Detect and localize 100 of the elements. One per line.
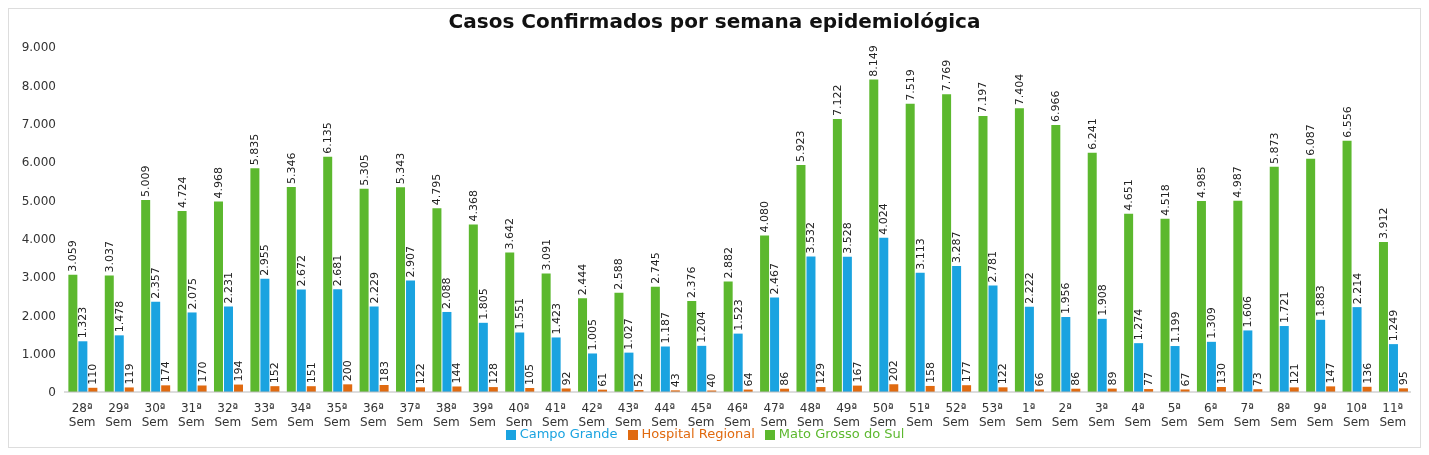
data-label: 40 bbox=[705, 373, 719, 388]
data-label: 1.199 bbox=[1168, 311, 1182, 344]
data-label: 4.024 bbox=[877, 203, 891, 235]
data-label: 6.966 bbox=[1049, 90, 1063, 122]
data-label: 7.404 bbox=[1012, 73, 1026, 106]
data-label: 2.955 bbox=[258, 244, 272, 276]
data-label: 183 bbox=[377, 360, 391, 382]
data-label: 2.357 bbox=[149, 267, 163, 299]
data-label: 4.985 bbox=[1194, 166, 1208, 198]
y-tick-label: 0 bbox=[48, 385, 56, 400]
x-tick-label: 51ª Sem bbox=[906, 401, 933, 429]
x-tick-label: 29ª Sem bbox=[105, 401, 132, 429]
data-label: 7.197 bbox=[976, 81, 990, 114]
data-label: 2.672 bbox=[294, 255, 308, 287]
data-label: 73 bbox=[1251, 372, 1265, 387]
x-tick-label: 44ª Sem bbox=[651, 401, 679, 429]
data-label: 8.149 bbox=[867, 45, 881, 77]
data-label: 5.009 bbox=[139, 165, 153, 197]
data-label: 5.343 bbox=[394, 152, 408, 185]
data-label: 2.681 bbox=[331, 254, 345, 287]
data-label: 1.309 bbox=[1204, 307, 1218, 339]
y-tick-label: 7.000 bbox=[21, 116, 56, 131]
data-label: 2.231 bbox=[221, 271, 235, 304]
legend-label: Mato Grosso do Sul bbox=[778, 426, 905, 441]
x-tick-label: 33ª Sem bbox=[250, 401, 278, 429]
data-label: 1.478 bbox=[112, 300, 126, 333]
y-tick-label: 4.000 bbox=[21, 231, 56, 246]
data-label: 89 bbox=[1105, 371, 1119, 386]
data-label: 61 bbox=[596, 372, 610, 387]
y-tick-label: 2.000 bbox=[21, 308, 56, 323]
data-label: 177 bbox=[960, 361, 974, 383]
data-label: 2.781 bbox=[986, 250, 1000, 283]
data-label: 1.523 bbox=[731, 299, 745, 331]
x-tick-label: 39ª Sem bbox=[469, 401, 497, 429]
data-label: 119 bbox=[122, 363, 136, 385]
x-tick-label: 36ª Sem bbox=[360, 401, 387, 429]
data-label: 3.532 bbox=[804, 222, 818, 254]
x-tick-label: 49ª Sem bbox=[833, 401, 861, 429]
x-tick-label: 46ª Sem bbox=[724, 401, 751, 429]
data-label: 122 bbox=[414, 363, 428, 385]
data-label: 2.376 bbox=[685, 266, 699, 298]
x-tick-label: 34ª Sem bbox=[287, 401, 314, 429]
data-label: 2.907 bbox=[404, 246, 418, 278]
y-tick-label: 1.000 bbox=[21, 346, 56, 361]
data-label: 4.724 bbox=[175, 176, 189, 208]
data-label: 1.005 bbox=[586, 318, 600, 351]
x-tick-label: 40ª Sem bbox=[505, 401, 533, 429]
x-tick-label: 38ª Sem bbox=[432, 401, 460, 429]
data-label: 2.745 bbox=[648, 252, 662, 284]
data-label: 122 bbox=[996, 363, 1010, 385]
data-label: 6.135 bbox=[321, 122, 335, 154]
x-tick-label: 3ª Sem bbox=[1088, 401, 1115, 429]
data-label: 136 bbox=[1360, 362, 1374, 384]
data-label: 3.528 bbox=[840, 222, 854, 254]
data-label: 130 bbox=[1214, 363, 1228, 385]
data-label: 95 bbox=[1396, 371, 1410, 386]
data-label: 3.912 bbox=[1376, 207, 1390, 240]
x-tick-label: 32ª Sem bbox=[214, 401, 242, 429]
data-label: 1.883 bbox=[1314, 285, 1328, 317]
data-label: 4.987 bbox=[1231, 166, 1245, 198]
data-label: 158 bbox=[923, 361, 937, 383]
legend-label: Hospital Regional bbox=[641, 426, 755, 441]
data-label: 4.795 bbox=[430, 173, 444, 206]
x-tick-label: 45ª Sem bbox=[687, 401, 715, 429]
data-label: 167 bbox=[850, 361, 864, 383]
data-label: 6.556 bbox=[1340, 106, 1354, 138]
x-tick-label: 48ª Sem bbox=[796, 401, 824, 429]
y-tick-label: 6.000 bbox=[21, 155, 56, 170]
x-tick-label: 31ª Sem bbox=[178, 401, 205, 429]
data-label: 2.222 bbox=[1022, 272, 1036, 304]
y-tick-label: 3.000 bbox=[21, 270, 56, 285]
data-label: 66 bbox=[1032, 372, 1046, 387]
data-label: 64 bbox=[741, 372, 755, 387]
data-label: 200 bbox=[341, 360, 355, 382]
data-label: 5.873 bbox=[1267, 132, 1281, 164]
y-tick-label: 5.000 bbox=[21, 193, 56, 208]
data-label: 67 bbox=[1178, 372, 1192, 387]
data-label: 170 bbox=[195, 361, 209, 383]
data-label: 174 bbox=[159, 361, 173, 383]
data-label: 5.835 bbox=[248, 133, 262, 166]
data-label: 77 bbox=[1142, 372, 1156, 387]
data-label: 1.187 bbox=[658, 312, 672, 344]
data-label: 1.249 bbox=[1386, 309, 1400, 342]
data-label: 5.346 bbox=[284, 152, 298, 185]
x-tick-label: 35ª Sem bbox=[323, 401, 351, 429]
x-tick-label: 2ª Sem bbox=[1051, 401, 1079, 429]
data-label: 6.241 bbox=[1085, 118, 1099, 150]
data-label: 5.923 bbox=[794, 130, 808, 162]
data-label: 4.368 bbox=[466, 190, 480, 222]
data-label: 6.087 bbox=[1304, 124, 1318, 156]
data-label: 1.323 bbox=[76, 306, 90, 339]
legend-label: Campo Grande bbox=[519, 426, 618, 441]
data-label: 2.075 bbox=[185, 277, 199, 310]
x-tick-label: 8ª Sem bbox=[1270, 401, 1297, 429]
x-tick-label: 5ª Sem bbox=[1161, 401, 1188, 429]
x-tick-label: 9ª Sem bbox=[1306, 401, 1334, 429]
x-tick-label: 41ª Sem bbox=[542, 401, 569, 429]
data-label: 2.882 bbox=[721, 247, 735, 279]
data-label: 86 bbox=[1069, 371, 1083, 386]
data-label: 1.721 bbox=[1277, 291, 1291, 324]
